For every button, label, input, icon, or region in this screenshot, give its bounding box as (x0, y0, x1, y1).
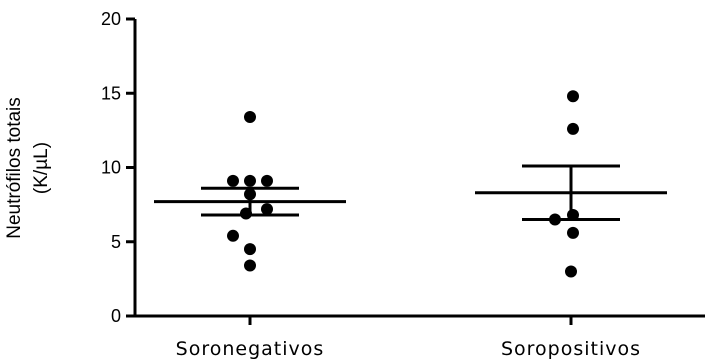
data-marks (154, 90, 667, 278)
x-axis-categories: Soronegativos Soropositivos (176, 316, 641, 360)
data-point (261, 203, 273, 216)
y-axis-title-line-2: (K/µL) (31, 142, 52, 194)
data-point (565, 265, 577, 278)
data-point (244, 111, 256, 124)
data-point (261, 174, 273, 187)
data-point (244, 174, 256, 187)
group-soronegativos (154, 111, 346, 272)
y-axis-ticks: 0 5 10 15 20 (101, 9, 135, 326)
y-axis-title: Neutrófilos totais (K/µL) (4, 97, 52, 239)
data-point (244, 243, 256, 256)
x-category-label: Soropositivos (501, 338, 641, 360)
data-point (227, 229, 239, 242)
y-tick-label: 5 (111, 232, 121, 252)
data-point (567, 226, 579, 239)
data-point (567, 90, 579, 103)
y-axis-title-line-1: Neutrófilos totais (4, 97, 25, 239)
data-point (244, 259, 256, 272)
y-tick-label: 20 (101, 9, 121, 29)
y-tick-label: 10 (101, 158, 121, 178)
y-tick-label: 15 (101, 83, 121, 103)
data-point (567, 122, 579, 135)
y-tick-label: 0 (111, 306, 121, 326)
group-soropositivos (475, 90, 667, 278)
x-category-label: Soronegativos (176, 338, 325, 360)
data-point (227, 174, 239, 187)
